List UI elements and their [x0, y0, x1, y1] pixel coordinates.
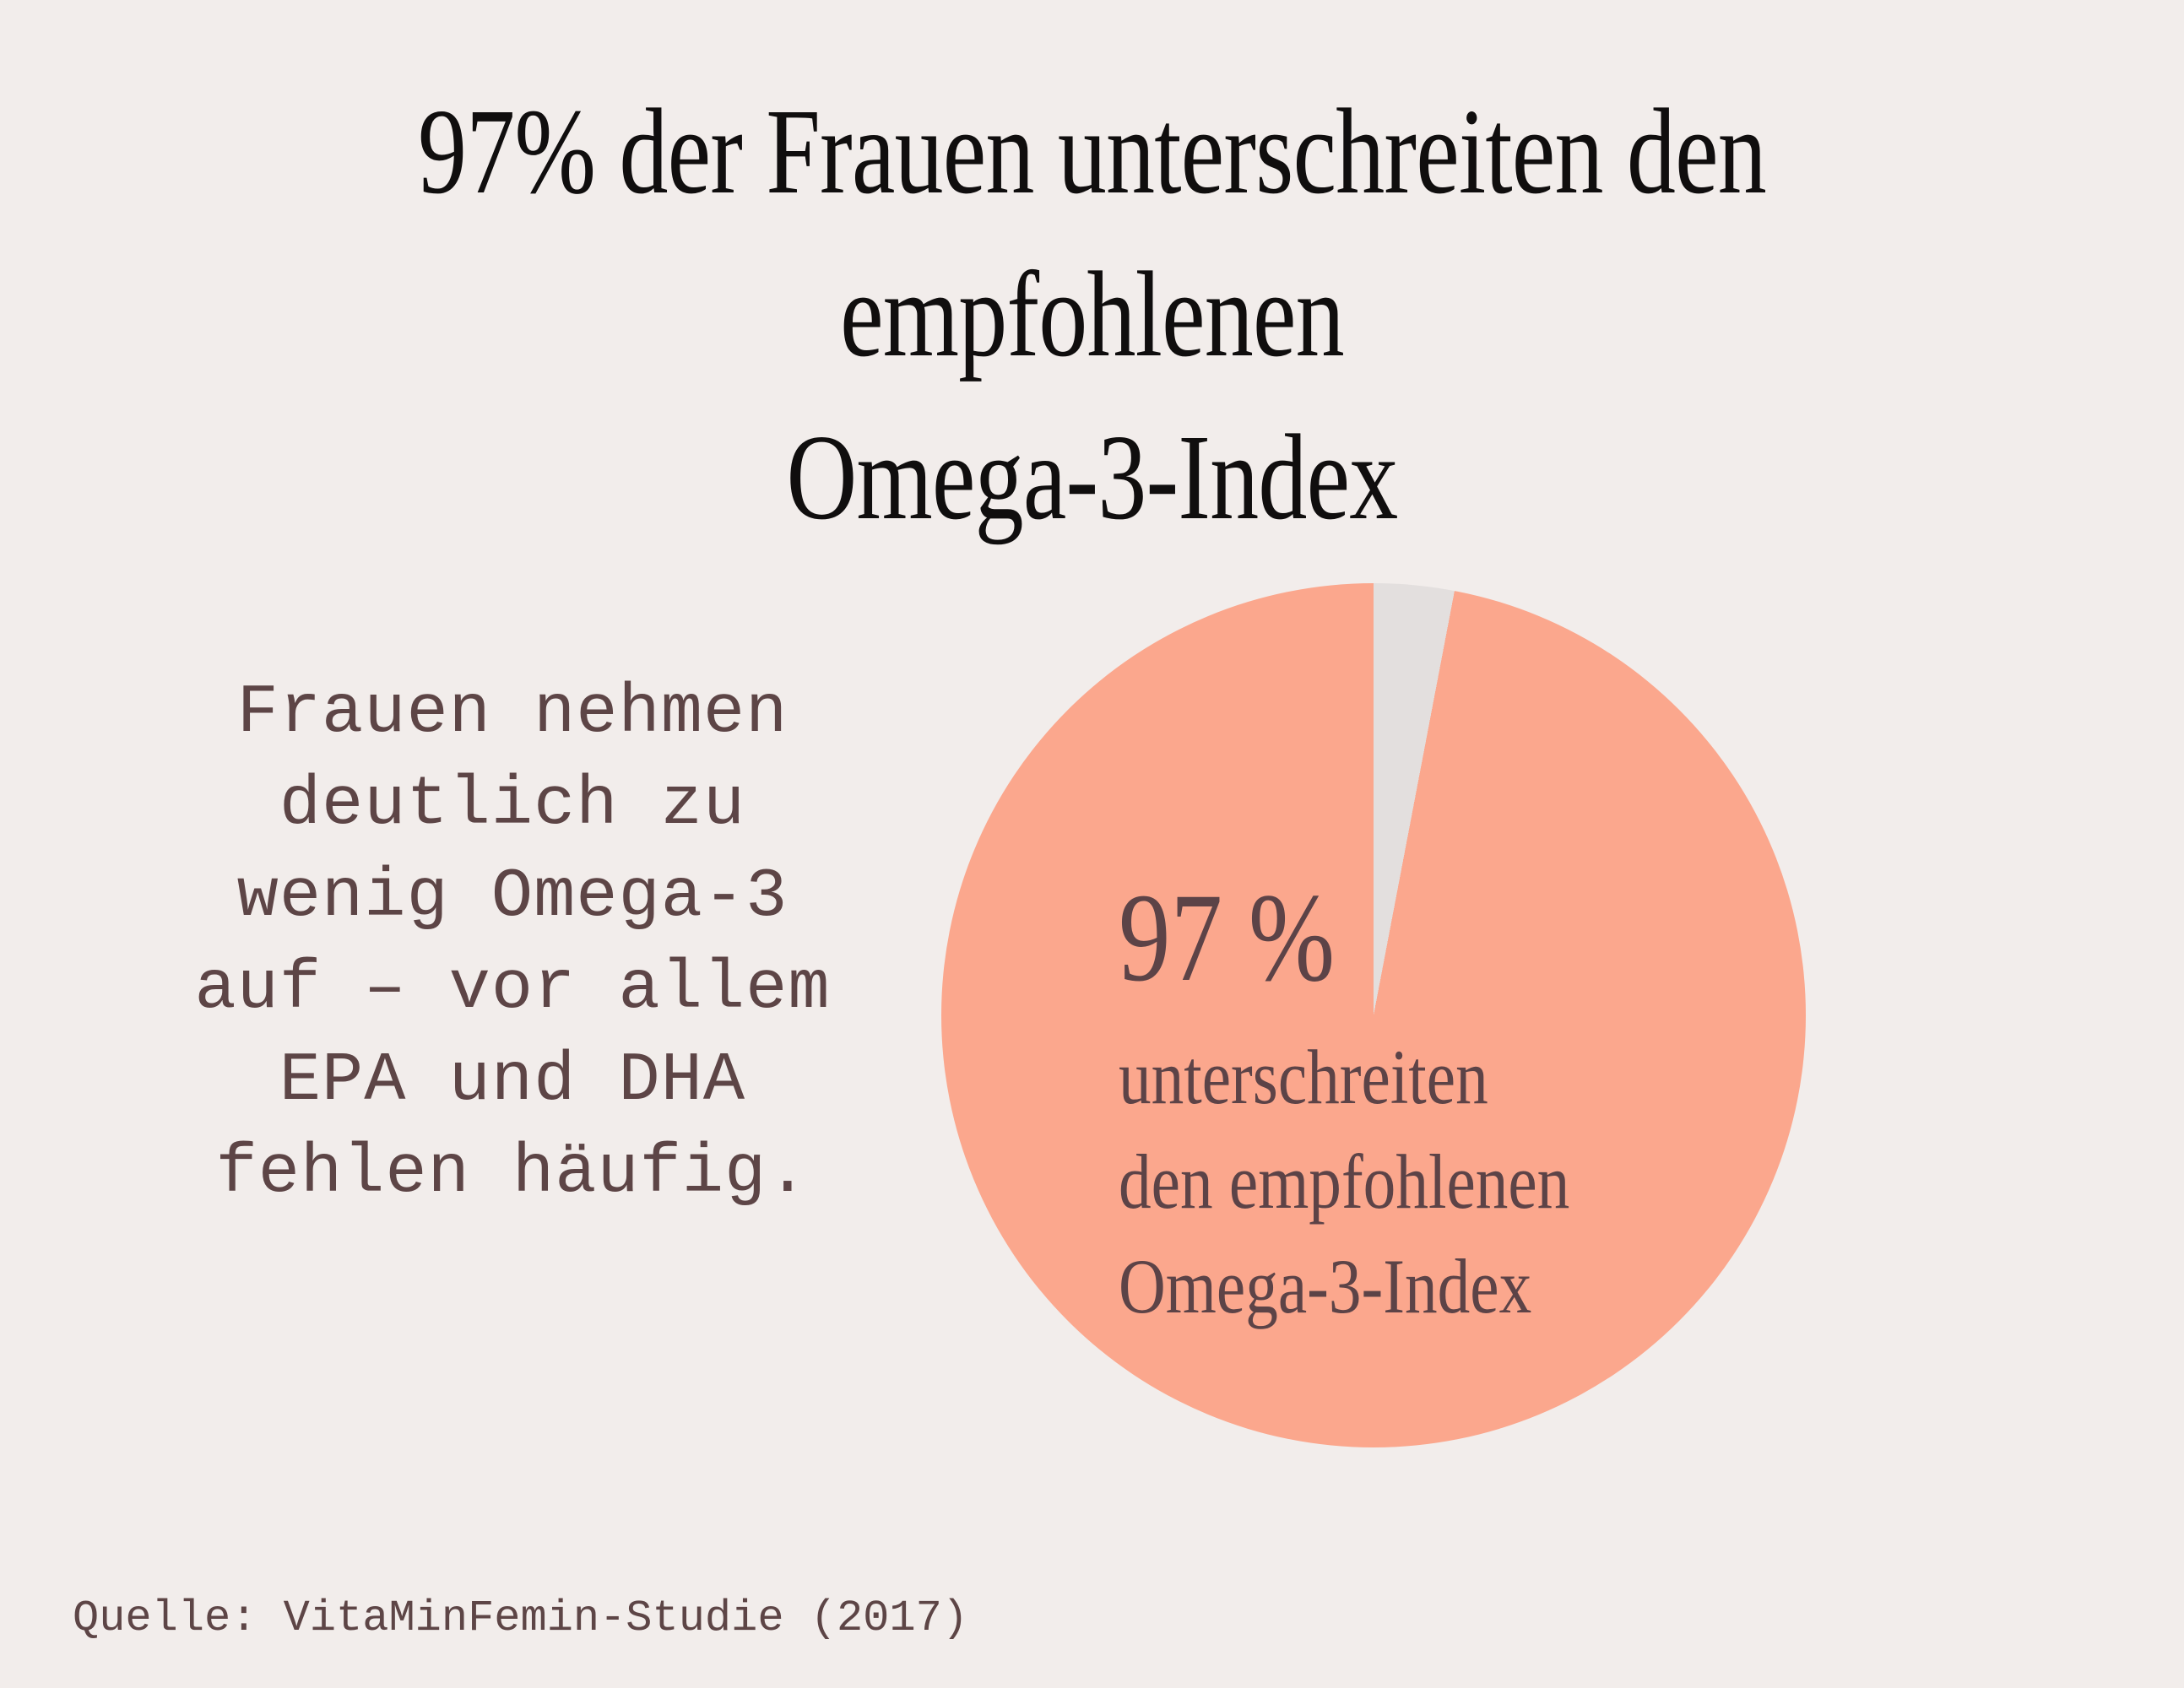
pie-chart: 97 % unterschreiten den empfohlenen Omeg…: [941, 583, 1806, 1447]
intro-line: Frauen nehmen: [236, 674, 789, 752]
intro-line: wenig Omega-3: [236, 858, 789, 936]
intro-line: fehlen häufig.: [215, 1133, 810, 1212]
pie-label-line: unterschreiten: [1119, 1034, 1488, 1120]
pie-slice-label: unterschreiten den empfohlenen Omega-3-I…: [1119, 1025, 1569, 1339]
pie-label-line: Omega-3-Index: [1119, 1243, 1532, 1329]
pie-label-line: den empfohlenen: [1119, 1139, 1570, 1225]
intro-line: auf – vor allem: [194, 950, 831, 1028]
page-title-line-1: 97% der Frauen unterschreiten den empfoh…: [417, 84, 1767, 382]
source-caption: Quelle: VitaMinFemin-Studie (2017): [73, 1593, 968, 1643]
page-title-line-2: Omega-3-Index: [786, 410, 1399, 545]
intro-line: EPA und DHA: [279, 1041, 746, 1120]
page-title: 97% der Frauen unterschreiten den empfoh…: [219, 71, 1966, 560]
intro-paragraph: Frauen nehmen deutlich zu wenig Omega-3 …: [90, 667, 935, 1219]
intro-line: deutlich zu: [279, 766, 746, 844]
pie-percent-label: 97 %: [1119, 868, 1336, 1008]
